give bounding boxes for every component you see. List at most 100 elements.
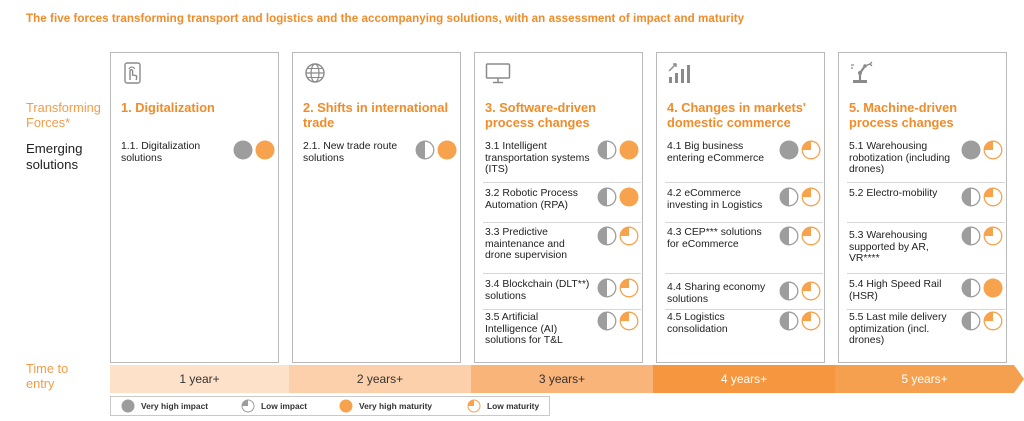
maturity-low-icon [801, 226, 821, 246]
maturity-low-icon [801, 187, 821, 207]
impact-very-high-icon [779, 140, 799, 160]
time-segment-bg [653, 365, 835, 393]
rating-icons [961, 311, 1005, 331]
solution-item: 4.4 Sharing economy solutions [665, 281, 823, 310]
maturity-very-high-icon [619, 140, 639, 160]
impact-low-icon [779, 187, 799, 207]
rating-icons [597, 226, 641, 246]
maturity-low-icon [619, 311, 639, 331]
force-column-software-driven: 3. Software-driven process changes 3.1 I… [474, 52, 643, 363]
impact-low-icon [779, 281, 799, 301]
rating-icons [779, 281, 823, 301]
legend-label: Very high maturity [359, 401, 433, 411]
solution-label: 3.3 Predictive maintenance and drone sup… [485, 227, 568, 261]
legend-label: Low maturity [487, 401, 540, 411]
force-heading: 2. Shifts in international trade [303, 100, 449, 130]
emerging-solutions-label: Emerging solutions [26, 141, 83, 172]
maturity-low-icon [983, 187, 1003, 207]
globe-icon [303, 61, 327, 85]
solution-item: 4.1 Big business entering eCommerce [665, 140, 823, 183]
solution-label: 3.5 Artificial Intelligence (AI) solutio… [485, 312, 563, 346]
force-column-machine-driven: 5. Machine-driven process changes 5.1 Wa… [838, 52, 1007, 363]
solution-label: 4.3 CEP*** solutions for eCommerce [667, 227, 762, 250]
solution-item: 3.2 Robotic Process Automation (RPA) [483, 187, 641, 223]
rating-icons [779, 226, 823, 246]
rating-icons [233, 140, 277, 160]
rating-icons [779, 140, 823, 160]
impact-low-icon [241, 399, 255, 413]
maturity-low-icon [801, 311, 821, 331]
solution-label: 3.4 Blockchain (DLT**) solutions [485, 279, 590, 302]
force-heading: 3. Software-driven process changes [485, 100, 596, 130]
impact-low-icon [597, 278, 617, 298]
force-heading: 4. Changes in markets' domestic commerce [667, 100, 806, 130]
maturity-low-icon [619, 278, 639, 298]
impact-very-high-icon [233, 140, 253, 160]
rating-icons [597, 140, 641, 160]
legend-label: Very high impact [141, 401, 209, 411]
maturity-very-high-icon [339, 399, 353, 413]
time-segment-label: 3 years+ [538, 372, 586, 386]
force-column-international-trade: 2. Shifts in international trade 2.1. Ne… [292, 52, 461, 363]
solution-label: 5.4 High Speed Rail (HSR) [849, 279, 942, 302]
force-column-markets-commerce: 4. Changes in markets' domestic commerce… [656, 52, 825, 363]
impact-low-icon [961, 278, 981, 298]
solution-label: 1.1. Digitalization solutions [121, 141, 201, 164]
impact-low-icon [597, 187, 617, 207]
impact-low-icon [597, 226, 617, 246]
maturity-very-high-icon [437, 140, 457, 160]
force-heading: 5. Machine-driven process changes [849, 100, 958, 130]
impact-low-icon [961, 187, 981, 207]
maturity-very-high-icon [619, 187, 639, 207]
solution-item: 4.5 Logistics consolidation [665, 311, 823, 355]
solution-item: 5.4 High Speed Rail (HSR) [847, 278, 1005, 310]
rating-icons [961, 278, 1005, 298]
solution-item: 5.2 Electro-mobility [847, 187, 1005, 223]
impact-low-icon [779, 311, 799, 331]
impact-very-high-icon [121, 399, 135, 413]
rating-icons [961, 140, 1005, 160]
solution-label: 4.2 eCommerce investing in Logistics [667, 188, 763, 211]
solution-label: 4.1 Big business entering eCommerce [667, 141, 765, 164]
impact-low-icon [415, 140, 435, 160]
maturity-very-high-icon [983, 278, 1003, 298]
solution-item: 5.1 Warehousing robotization (including … [847, 140, 1005, 183]
time-segment-label: 4 years+ [720, 372, 768, 386]
solution-label: 3.2 Robotic Process Automation (RPA) [485, 188, 578, 211]
solution-label: 4.4 Sharing economy solutions [667, 282, 766, 305]
time-segment-label: 2 years+ [356, 372, 404, 386]
time-to-entry-label: Time to entry [26, 361, 69, 391]
time-segment-label: 1 year+ [179, 372, 220, 386]
impact-low-icon [597, 140, 617, 160]
maturity-low-icon [801, 140, 821, 160]
solution-label: 5.2 Electro-mobility [849, 188, 938, 199]
rating-icons [415, 140, 459, 160]
time-to-entry-arrow [110, 365, 1024, 393]
solution-item: 3.4 Blockchain (DLT**) solutions [483, 278, 641, 310]
rating-icons [961, 226, 1005, 246]
transforming-forces-label: Transforming Forces* [26, 100, 101, 130]
maturity-low-icon [983, 311, 1003, 331]
solution-item: 3.5 Artificial Intelligence (AI) solutio… [483, 311, 641, 355]
maturity-very-high-icon [255, 140, 275, 160]
legend: Very high impact Low impact Very high ma… [110, 396, 550, 416]
solution-label: 2.1. New trade route solutions [303, 141, 398, 164]
impact-low-icon [961, 226, 981, 246]
maturity-low-icon [983, 140, 1003, 160]
solution-item: 5.5 Last mile delivery optimization (inc… [847, 311, 1005, 355]
time-segment-bg [835, 365, 1024, 393]
maturity-low-icon [467, 399, 481, 413]
rating-icons [961, 187, 1005, 207]
force-column-digitalization: 1. Digitalization 1.1. Digitalization so… [110, 52, 279, 363]
solution-item: 4.2 eCommerce investing in Logistics [665, 187, 823, 223]
rating-icons [779, 187, 823, 207]
force-heading: 1. Digitalization [121, 100, 215, 115]
solution-label: 5.5 Last mile delivery optimization (inc… [849, 312, 947, 346]
solution-label: 3.1 Intelligent transportation systems (… [485, 141, 590, 175]
robot-arm-icon [849, 61, 873, 85]
monitor-icon [485, 61, 511, 85]
time-segment-bg [289, 365, 471, 393]
solution-label: 4.5 Logistics consolidation [667, 312, 728, 335]
legend-label: Low impact [261, 401, 308, 411]
hand-touch-icon [121, 61, 145, 85]
